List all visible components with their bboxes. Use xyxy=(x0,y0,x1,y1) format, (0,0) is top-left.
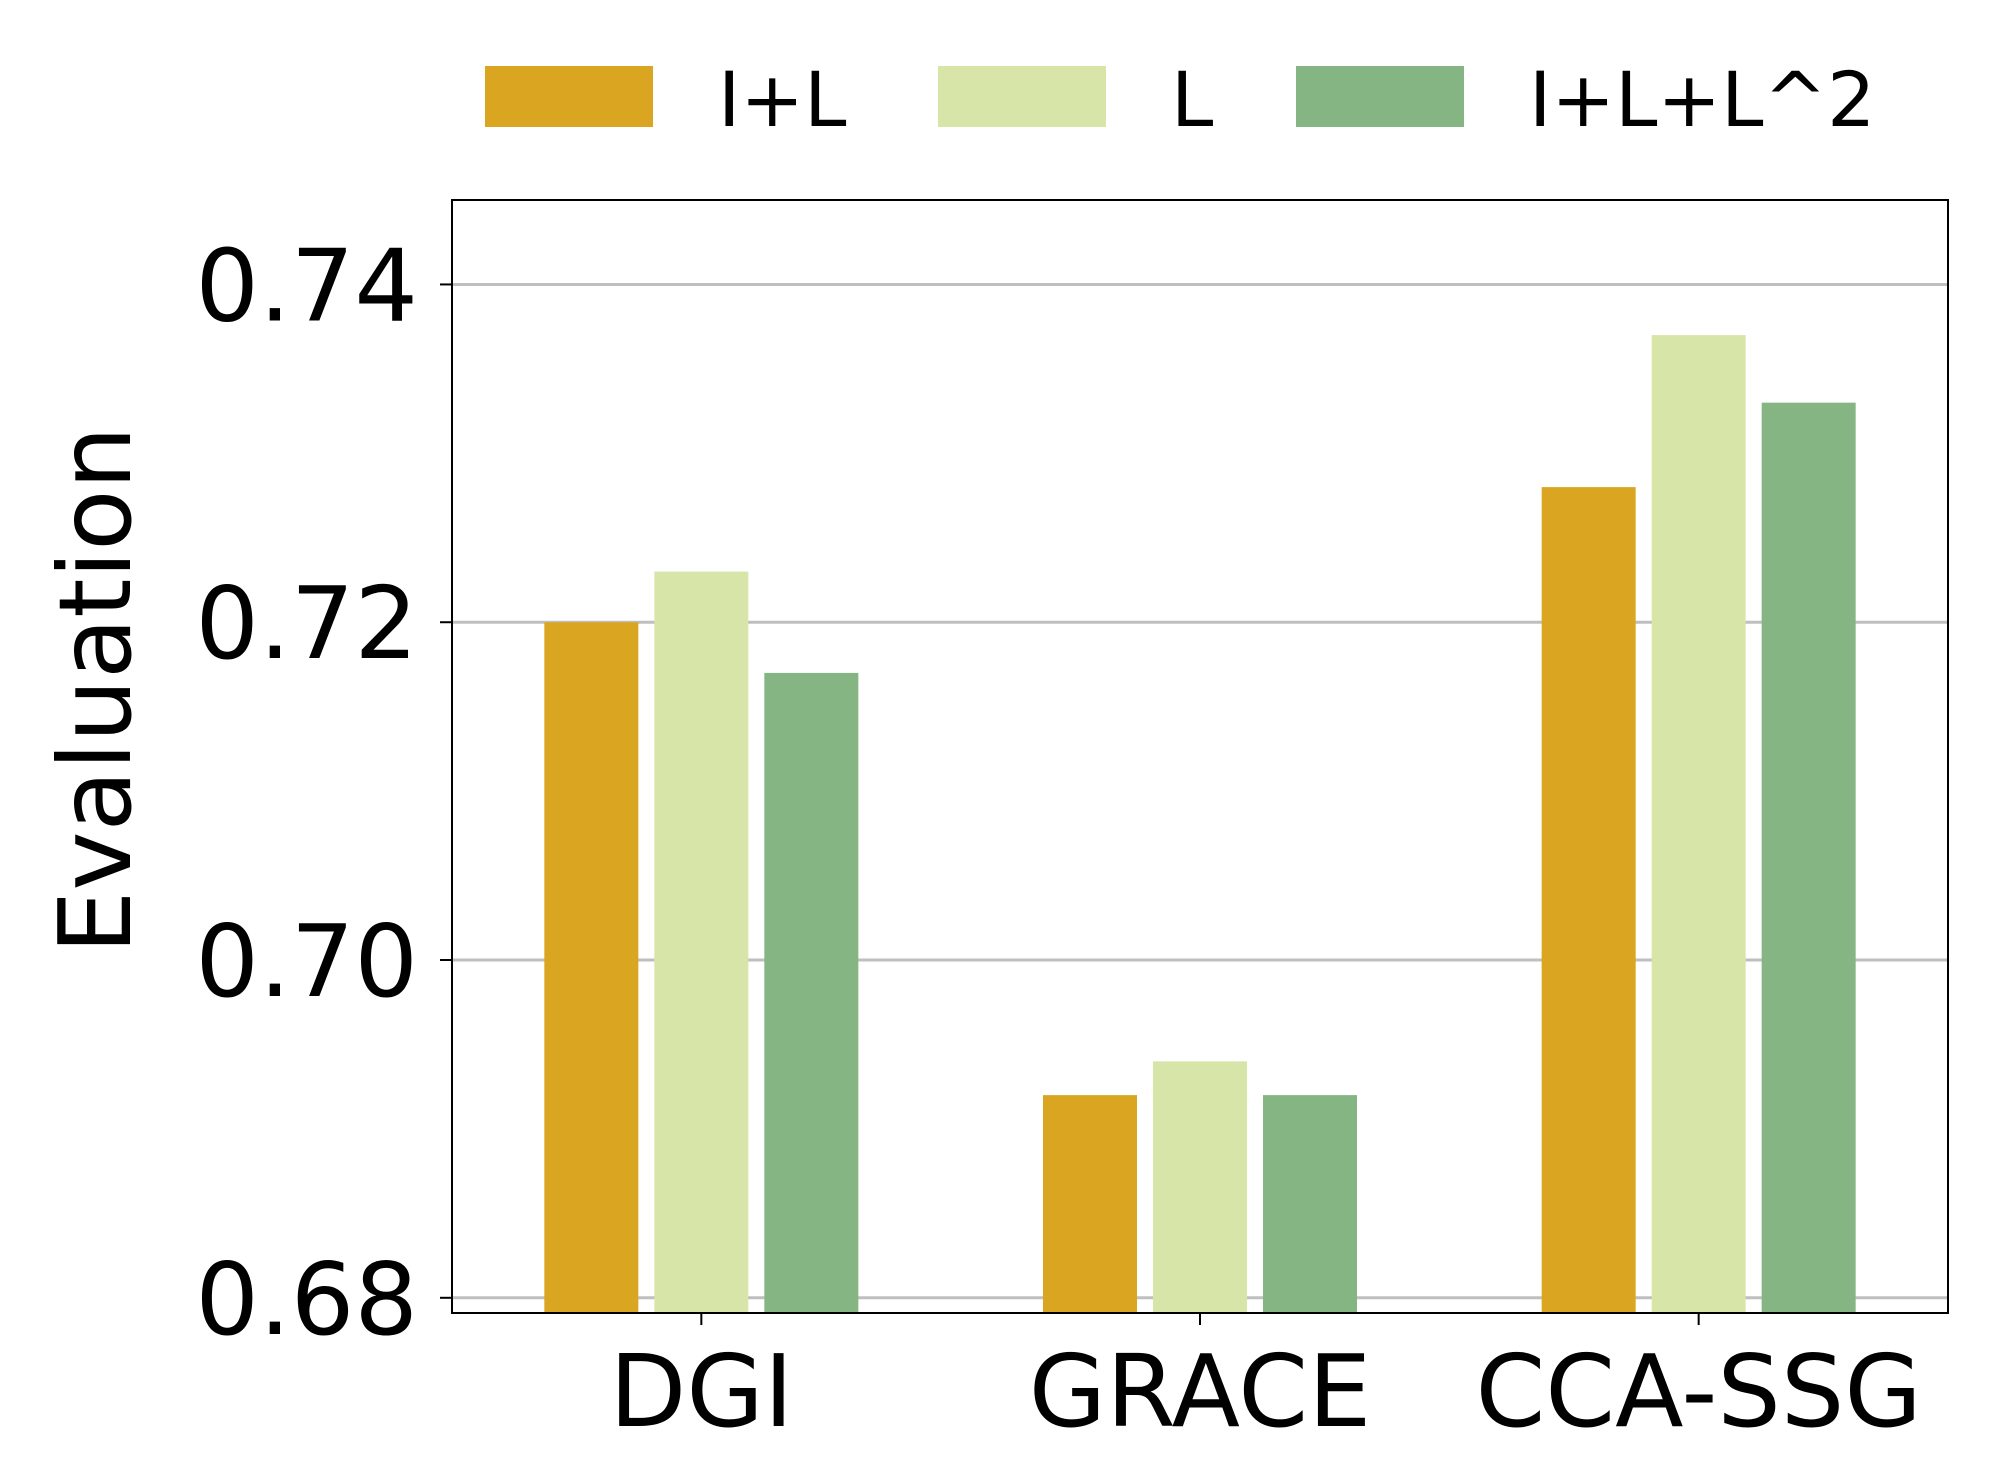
legend: I+L L I+L+L^2 xyxy=(485,55,1876,144)
bar-dgi-series-2 xyxy=(654,571,749,1313)
bar-cca-ssg-series-1 xyxy=(1541,487,1636,1314)
y-tick-label-3: 0.74 xyxy=(195,227,418,344)
y-axis-title: Evaluation xyxy=(37,426,154,954)
legend-swatch-1 xyxy=(485,66,653,127)
bars xyxy=(544,335,1856,1314)
bar-cca-ssg-series-3 xyxy=(1761,402,1856,1313)
bar-grace-series-3 xyxy=(1263,1095,1357,1313)
x-axis: DGI GRACE CCA-SSG xyxy=(609,1313,1922,1450)
y-tick-label-1: 0.70 xyxy=(195,903,418,1020)
bar-grace-series-1 xyxy=(1043,1095,1137,1313)
legend-label-2: L xyxy=(1171,55,1213,144)
y-tick-label-0: 0.68 xyxy=(195,1241,418,1358)
legend-label-1: I+L xyxy=(718,55,846,144)
legend-label-3: I+L+L^2 xyxy=(1529,55,1876,144)
bar-dgi-series-3 xyxy=(764,672,859,1313)
bar-grace-series-2 xyxy=(1153,1061,1247,1313)
legend-swatch-3 xyxy=(1296,66,1464,127)
x-tick-label-dgi: DGI xyxy=(609,1333,793,1450)
bar-dgi-series-1 xyxy=(544,622,639,1313)
bar-cca-ssg-series-2 xyxy=(1651,335,1746,1314)
x-tick-label-cca-ssg: CCA-SSG xyxy=(1475,1333,1921,1450)
y-axis: 0.68 0.70 0.72 0.74 xyxy=(195,227,452,1358)
legend-swatch-2 xyxy=(938,66,1106,127)
y-tick-label-2: 0.72 xyxy=(195,565,418,682)
x-tick-label-grace: GRACE xyxy=(1029,1333,1372,1450)
